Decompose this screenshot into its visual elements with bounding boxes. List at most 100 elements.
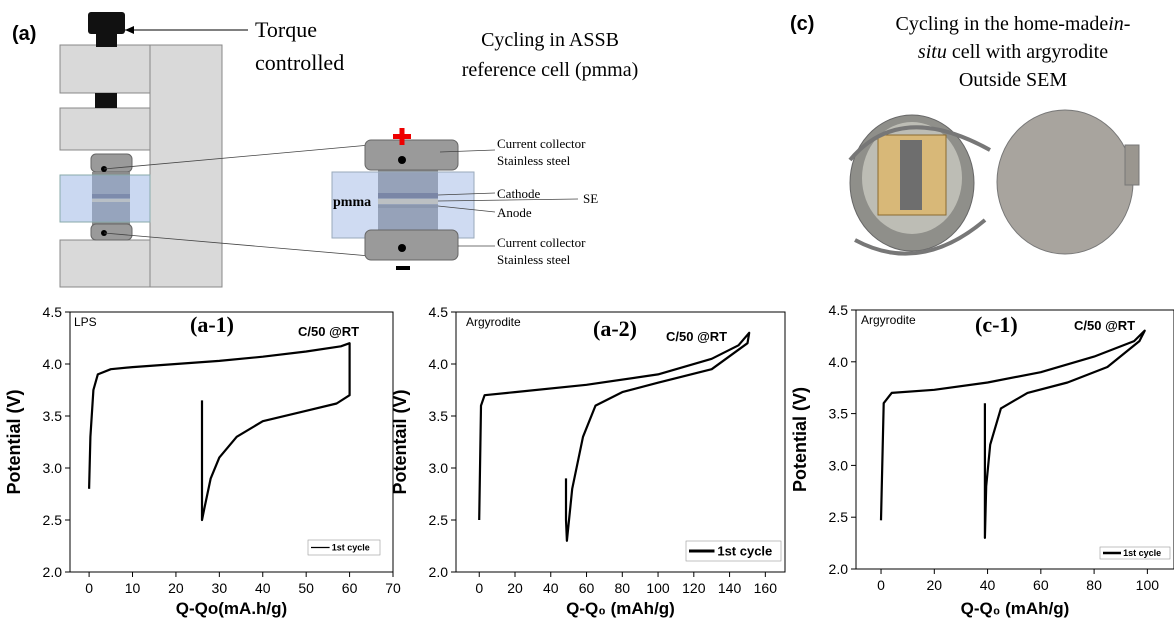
cylinder (90, 223, 133, 241)
chart: 0 20 40 60 80 100 120 140 160 2.0 2.5 3.0 3.5 4.0 4.5 Q… (390, 304, 786, 618)
panel-title: Cycling in ASSB (481, 29, 619, 51)
data-line (478, 331, 751, 542)
y-tick-label: 3.0 (429, 460, 449, 476)
annotation: Argyrodite (466, 315, 521, 329)
x-tick-label: 10 (125, 580, 141, 596)
x-tick-label: 100 (1136, 577, 1160, 593)
x-tick-label: 50 (298, 580, 314, 596)
cell-label: Current collector (497, 235, 586, 250)
y-tick-label: 3.5 (429, 408, 449, 424)
annotation: C/50 @RT (666, 329, 727, 344)
panel-label: (a) (12, 23, 36, 45)
y-tick-label: 2.5 (429, 512, 449, 528)
plus-sign (399, 128, 405, 145)
cell-ring (848, 125, 991, 162)
y-tick-label: 3.5 (43, 408, 63, 424)
arrow-head (125, 26, 134, 34)
y-tick-label: 4.5 (43, 304, 63, 320)
plot-frame (855, 309, 1174, 570)
holder-frame (149, 44, 223, 288)
leader (437, 198, 579, 202)
cell-core (900, 140, 922, 210)
data-line (879, 329, 1146, 539)
annotation: (c-1) (975, 312, 1018, 337)
pmma-sleeve (331, 171, 475, 239)
x-tick-label: 140 (718, 580, 742, 596)
leader (437, 205, 496, 213)
zoom-line (103, 232, 371, 257)
x-tick-label: 30 (212, 580, 228, 596)
chart: 0 20 40 60 80 100 2.0 2.5 3.0 3.5 4.0 4.5 Q-Q₀ (mAh/… (790, 302, 1174, 618)
holder-block (59, 239, 151, 288)
x-axis-label: Q-Q₀ (mAh/g) (961, 599, 1070, 618)
y-tick-label: 2.0 (43, 564, 63, 580)
holder-block (59, 44, 151, 94)
cell-label: pmma (333, 195, 371, 210)
title-part: Cycling in the home-made (896, 13, 1109, 35)
spacer (95, 93, 117, 108)
panel-title: situ cell with argyrodite (918, 41, 1108, 63)
x-tick-label: 20 (168, 580, 184, 596)
y-tick-label: 2.0 (429, 564, 449, 580)
x-tick-label: 0 (877, 577, 885, 593)
cell-label: Stainless steel (497, 252, 571, 267)
insitu-cell-images (848, 109, 1140, 256)
x-tick-label: 40 (255, 580, 271, 596)
legend-label: 1st cycle (1123, 548, 1161, 558)
x-tick-label: 80 (1086, 577, 1102, 593)
x-tick-label: 60 (1033, 577, 1049, 593)
y-tick-label: 3.0 (829, 457, 849, 473)
x-tick-label: 40 (980, 577, 996, 593)
x-tick-label: 80 (614, 580, 630, 596)
cell-label: Anode (497, 205, 532, 220)
legend-box (307, 539, 381, 556)
x-tick-label: 60 (342, 580, 358, 596)
y-tick-label: 2.0 (829, 561, 849, 577)
annotation: (a-2) (593, 316, 637, 341)
legend-box (685, 540, 782, 562)
cell-label: SE (583, 191, 598, 206)
annotation: C/50 @RT (298, 324, 359, 339)
cylinder (90, 153, 133, 173)
annotation: controlled (255, 50, 344, 75)
x-tick-label: 160 (754, 580, 778, 596)
x-tick-label: 60 (579, 580, 595, 596)
cell-diagram (331, 128, 579, 270)
annotation: (a-1) (190, 312, 234, 337)
leader (437, 192, 496, 196)
x-tick-label: 40 (543, 580, 559, 596)
x-axis-label: Q-Q₀ (mAh/g) (566, 599, 675, 618)
y-tick-label: 4.5 (429, 304, 449, 320)
annotation: LPS (74, 315, 97, 329)
panel-title: Outside SEM (959, 69, 1068, 91)
x-tick-label: 20 (507, 580, 523, 596)
minus-sign (396, 266, 410, 270)
holder-block (59, 107, 151, 151)
y-tick-label: 2.5 (43, 512, 63, 528)
cell-ring (854, 218, 987, 256)
chart: 0 10 20 30 40 50 60 70 2.0 2.5 3.0 3.5 4.0 4.5 Q-Qo(mA… (4, 304, 401, 618)
cell-tab (1124, 144, 1140, 186)
torque-knob (88, 12, 125, 34)
zoom-line (103, 144, 371, 170)
y-tick-label: 3.5 (829, 406, 849, 422)
x-tick-label: 100 (646, 580, 670, 596)
data-line (88, 342, 351, 522)
plot-frame (69, 311, 394, 573)
pmma-sleeve (59, 174, 151, 223)
x-tick-label: 0 (475, 580, 483, 596)
plot-frame (455, 311, 786, 573)
y-tick-label: 4.0 (829, 354, 849, 370)
annotation: C/50 @RT (1074, 318, 1135, 333)
y-tick-label: 3.0 (43, 460, 63, 476)
y-tick-label: 2.5 (829, 509, 849, 525)
bottom-collector (364, 229, 459, 261)
cell-lid (996, 109, 1134, 255)
y-axis-label: Potential (V) (4, 389, 24, 494)
annotation: Torque (255, 17, 317, 42)
y-tick-label: 4.0 (429, 356, 449, 372)
x-tick-label: 70 (385, 580, 401, 596)
x-axis-label: Q-Qo(mA.h/g) (176, 599, 287, 618)
title-part: cell with argyrodite (952, 41, 1108, 63)
